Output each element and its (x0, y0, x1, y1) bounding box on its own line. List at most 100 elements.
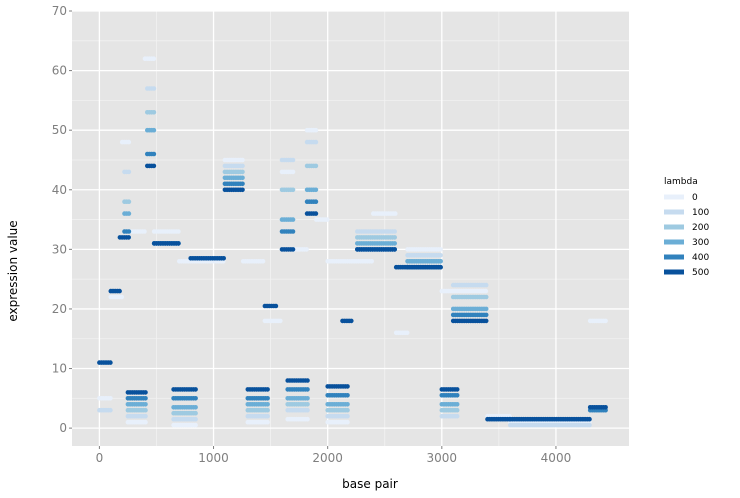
legend-label: 500 (692, 268, 709, 278)
data-point (240, 181, 245, 187)
data-point (265, 419, 270, 425)
data-point (483, 318, 489, 324)
data-point (392, 229, 398, 234)
data-point (108, 360, 113, 365)
series-lambda-500 (97, 163, 608, 422)
data-point (193, 422, 198, 428)
data-point (483, 294, 489, 300)
data-point (221, 255, 226, 261)
legend-label: 0 (692, 193, 698, 203)
y-axis-title: expression value (6, 220, 20, 321)
legend-label: 200 (692, 223, 709, 233)
data-point (108, 396, 113, 401)
data-point (290, 169, 296, 175)
legend-label: 300 (692, 238, 709, 248)
data-point (143, 390, 148, 395)
data-point (313, 211, 319, 216)
data-point (265, 387, 270, 392)
y-tick-label: 60 (52, 64, 67, 78)
data-point (587, 422, 592, 428)
data-point (305, 396, 310, 401)
data-point (345, 402, 350, 407)
x-axis-title: base pair (342, 477, 398, 491)
data-point (345, 413, 350, 419)
data-point (603, 318, 608, 324)
data-point (438, 259, 443, 264)
data-point (345, 393, 350, 398)
data-point (108, 407, 113, 413)
y-tick-label: 70 (52, 4, 67, 18)
legend: lambda 0 100 200 300 400 500 (664, 177, 709, 278)
data-point (176, 229, 181, 234)
data-point (587, 416, 592, 422)
data-point (151, 127, 157, 133)
x-tick-label: 1000 (198, 451, 229, 465)
data-point (126, 139, 132, 145)
data-point (126, 229, 132, 234)
legend-label: 100 (692, 208, 709, 218)
data-point (325, 217, 330, 222)
x-tick-label: 2000 (312, 451, 343, 465)
data-point (193, 416, 198, 422)
data-point (483, 312, 489, 318)
legend-title: lambda (664, 177, 698, 187)
data-point (151, 163, 157, 169)
data-point (438, 264, 443, 270)
data-point (305, 416, 310, 422)
data-point (193, 410, 198, 416)
data-point (603, 405, 608, 410)
data-point (126, 211, 132, 216)
y-tick-label: 40 (52, 183, 67, 197)
data-points (97, 56, 608, 428)
data-point (143, 419, 148, 425)
data-point (193, 387, 198, 392)
data-point (151, 86, 157, 91)
data-point (313, 139, 319, 145)
data-point (369, 259, 375, 264)
data-point (126, 199, 132, 204)
y-tick-label: 50 (52, 123, 67, 137)
data-point (126, 235, 131, 240)
y-tick-label: 0 (59, 421, 67, 435)
data-point (305, 402, 310, 407)
data-point (454, 407, 460, 413)
data-point (313, 187, 319, 193)
data-point (265, 396, 270, 401)
data-point (290, 229, 296, 234)
data-point (392, 241, 398, 246)
data-point (313, 199, 319, 204)
data-point (142, 229, 147, 234)
data-point (392, 247, 398, 252)
data-point (260, 259, 266, 264)
data-point (119, 294, 125, 300)
y-tick-label: 10 (52, 362, 67, 376)
data-point (240, 163, 245, 169)
data-point (305, 387, 310, 392)
x-axis-ticks: 0 1000 2000 3000 4000 (96, 446, 571, 465)
major-grid (72, 10, 629, 446)
data-point (265, 402, 270, 407)
data-point (290, 157, 296, 163)
data-point (126, 169, 132, 175)
data-point (345, 407, 350, 413)
data-point (438, 253, 443, 258)
data-point (143, 396, 148, 401)
x-tick-label: 0 (96, 451, 104, 465)
data-point (143, 407, 148, 413)
data-point (240, 175, 245, 181)
y-tick-label: 30 (52, 242, 67, 256)
data-point (151, 56, 157, 61)
data-point (483, 306, 489, 312)
data-point (393, 211, 398, 216)
data-point (290, 247, 296, 252)
data-point (193, 405, 198, 410)
data-point (454, 387, 460, 392)
data-point (240, 187, 245, 193)
y-axis-ticks: 0 10 20 30 40 50 60 70 (52, 4, 72, 435)
data-point (345, 384, 350, 389)
data-point (151, 110, 157, 115)
data-point (143, 413, 148, 419)
data-point (349, 318, 354, 324)
legend-label: 400 (692, 253, 709, 263)
